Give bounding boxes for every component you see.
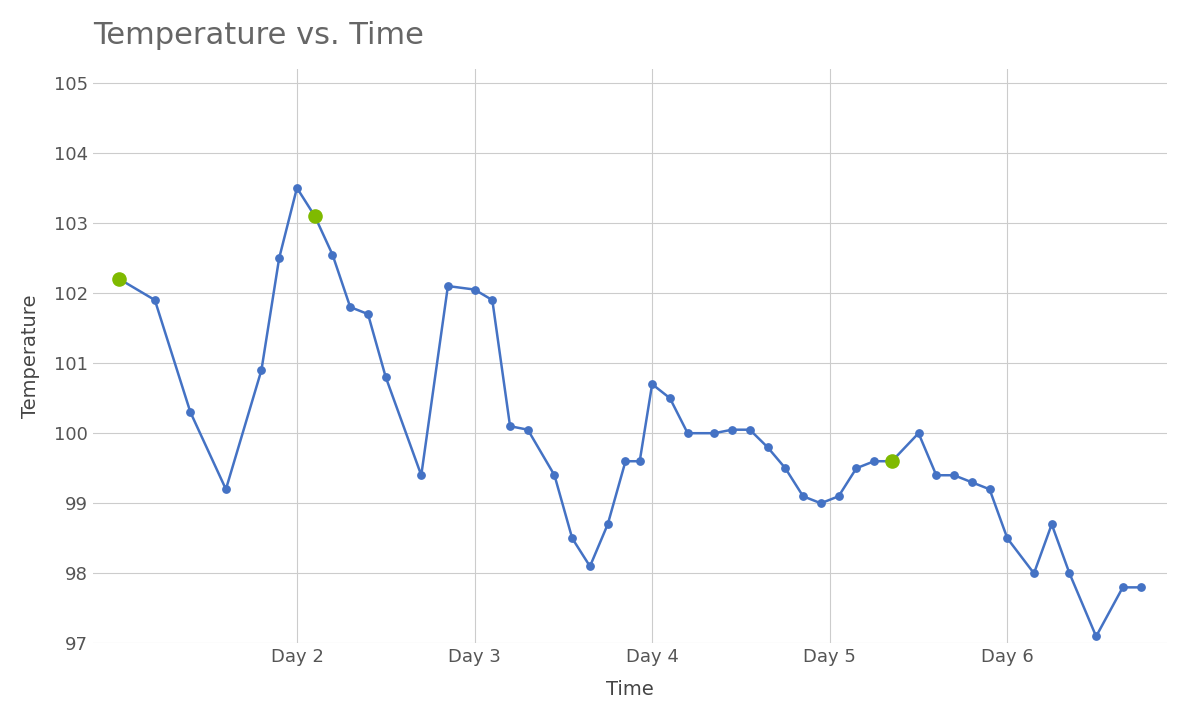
Point (359, 308, 378, 320)
Point (811, 498, 830, 509)
Point (630, 456, 649, 467)
Point (661, 392, 680, 404)
Point (270, 252, 289, 264)
Point (829, 490, 848, 502)
Point (545, 469, 564, 481)
Point (643, 379, 662, 390)
Point (927, 469, 946, 481)
Point (323, 249, 342, 261)
X-axis label: Time: Time (606, 680, 653, 699)
Point (740, 424, 759, 436)
Point (794, 490, 813, 502)
Point (944, 469, 963, 481)
Point (109, 274, 128, 285)
Point (1087, 631, 1106, 642)
Point (109, 274, 128, 285)
Point (617, 456, 636, 467)
Point (305, 210, 324, 222)
Point (438, 280, 457, 292)
Point (412, 469, 431, 481)
Point (581, 561, 600, 572)
Point (181, 406, 200, 418)
Point (563, 533, 582, 544)
Point (1042, 518, 1061, 530)
Point (883, 456, 902, 467)
Point (252, 364, 271, 376)
Text: Temperature vs. Time: Temperature vs. Time (93, 21, 424, 50)
Point (1113, 582, 1132, 593)
Point (678, 428, 697, 439)
Point (518, 424, 537, 436)
Point (865, 456, 884, 467)
Point (341, 301, 360, 312)
Point (1131, 582, 1150, 593)
Point (962, 477, 981, 488)
Point (776, 462, 795, 474)
Point (377, 372, 396, 383)
Point (305, 210, 324, 222)
Point (980, 484, 999, 495)
Point (704, 428, 723, 439)
Point (500, 420, 519, 432)
Point (216, 484, 235, 495)
Y-axis label: Temperature: Temperature (21, 294, 40, 418)
Point (909, 428, 928, 439)
Point (883, 456, 902, 467)
Point (1060, 567, 1079, 579)
Point (287, 182, 307, 194)
Point (998, 533, 1017, 544)
Point (722, 424, 741, 436)
Point (482, 294, 501, 306)
Point (465, 284, 484, 295)
Point (145, 294, 164, 306)
Point (758, 441, 777, 453)
Point (847, 462, 866, 474)
Point (1024, 567, 1043, 579)
Point (599, 518, 618, 530)
